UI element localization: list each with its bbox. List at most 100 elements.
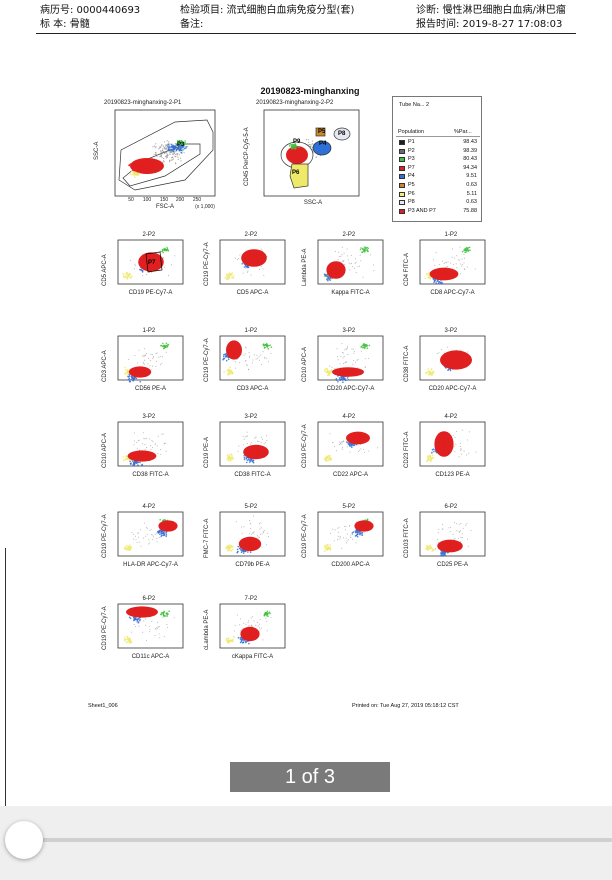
event-dot (141, 170, 144, 173)
event-dot (252, 633, 255, 636)
dot-plot-ylabel: CD19 PE-Cy7-A (204, 338, 210, 382)
event-dot (165, 612, 168, 614)
event-dot (442, 528, 444, 530)
event-dot (159, 533, 161, 535)
event-dot (241, 544, 244, 547)
event-dot (349, 439, 351, 442)
event-dot (263, 455, 266, 458)
event-dot (345, 537, 347, 539)
event-dot (129, 548, 132, 550)
dot-plot (117, 603, 184, 649)
event-dot (364, 440, 366, 443)
event-dot (359, 526, 361, 528)
event-dot (179, 157, 182, 159)
event-dot (267, 615, 269, 617)
event-dot (340, 255, 342, 257)
event-dot (462, 527, 464, 529)
event-dot (466, 247, 469, 250)
page-slider-track[interactable] (28, 838, 612, 842)
event-dot (156, 626, 158, 628)
event-dot (456, 431, 458, 432)
event-dot (245, 364, 247, 366)
event-dot (158, 356, 160, 358)
event-dot (242, 627, 244, 629)
event-dot (250, 274, 252, 276)
event-dot (157, 621, 158, 623)
event-dot (136, 621, 138, 623)
dot-plot-xlabel: CD20 APC-Cy7-A (326, 386, 375, 392)
event-dot (343, 537, 345, 539)
event-dot (444, 362, 447, 365)
event-dot (250, 528, 252, 530)
dot-plot-title: 4-P2 (444, 414, 458, 420)
event-dot (336, 348, 338, 350)
event-dot (427, 456, 430, 459)
event-dot (251, 624, 253, 626)
event-dot (255, 449, 258, 451)
population-swatch (399, 183, 405, 188)
event-dot (160, 364, 161, 366)
event-dot (167, 249, 169, 252)
event-dot (144, 162, 147, 164)
plot2-ylabel: CD45 PerCP-Cy5-5-A (244, 127, 250, 186)
event-dot (151, 610, 153, 613)
event-dot (341, 448, 343, 450)
event-dot (440, 274, 443, 277)
event-dot (154, 152, 157, 154)
dot-plot (219, 239, 286, 285)
event-dot (263, 275, 265, 276)
event-dot (145, 624, 147, 626)
event-dot (142, 443, 143, 445)
event-dot (226, 457, 229, 460)
event-dot (353, 360, 354, 361)
event-dot (180, 151, 182, 154)
event-dot (359, 524, 361, 527)
event-dot (144, 264, 147, 267)
event-dot (230, 274, 232, 276)
event-dot (259, 629, 261, 631)
event-dot (236, 359, 238, 360)
event-dot (328, 278, 330, 280)
event-dot (438, 352, 440, 354)
event-dot (267, 344, 270, 347)
event-dot (167, 627, 169, 628)
page-slider-thumb[interactable] (5, 821, 43, 859)
event-dot (266, 435, 268, 437)
event-dot (432, 456, 434, 459)
event-dot (253, 636, 255, 638)
event-dot (139, 461, 141, 464)
event-dot (342, 381, 344, 383)
dot-plot-svg: P7 (117, 239, 184, 285)
event-dot (138, 160, 140, 163)
plot-frame (317, 239, 384, 285)
plot-frame (117, 603, 184, 649)
event-dot (144, 618, 146, 620)
event-dot (461, 258, 463, 260)
event-dot (160, 151, 162, 153)
event-dot (456, 360, 458, 362)
event-dot (122, 273, 125, 275)
event-dot (424, 277, 426, 280)
event-dot (138, 172, 140, 174)
event-dot (161, 144, 163, 146)
event-dot (174, 145, 177, 148)
event-dot (172, 153, 174, 155)
event-dot (223, 355, 225, 358)
event-dot (142, 537, 144, 539)
event-dot (444, 271, 446, 274)
event-dot (150, 455, 153, 458)
event-dot (162, 613, 164, 615)
event-dot (165, 145, 167, 147)
event-dot (250, 443, 251, 445)
event-dot (355, 374, 358, 377)
dot-plot (117, 421, 184, 467)
event-dot (242, 272, 244, 274)
event-dot (147, 160, 149, 163)
event-dot (148, 358, 150, 359)
event-dot (359, 439, 362, 441)
event-dot (441, 349, 443, 350)
event-dot (258, 447, 260, 450)
event-dot (362, 276, 364, 278)
event-dot (362, 523, 365, 525)
event-dot (170, 159, 172, 161)
